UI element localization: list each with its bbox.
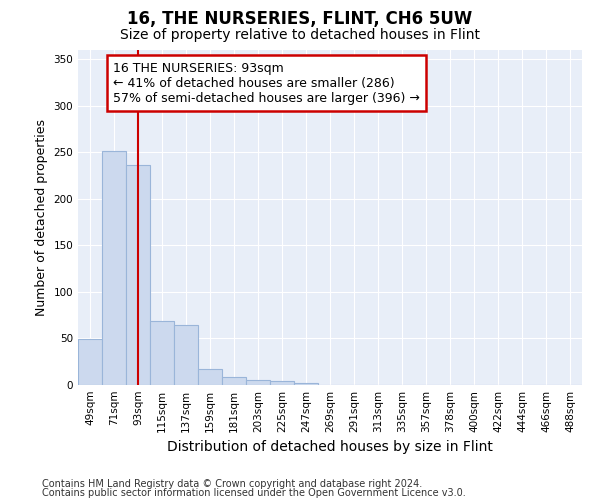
Y-axis label: Number of detached properties: Number of detached properties: [35, 119, 48, 316]
Bar: [198, 369, 222, 385]
Bar: [126, 166, 150, 385]
Bar: [222, 376, 246, 385]
Bar: [102, 150, 126, 385]
Text: 16 THE NURSERIES: 93sqm
← 41% of detached houses are smaller (286)
57% of semi-d: 16 THE NURSERIES: 93sqm ← 41% of detache…: [113, 62, 420, 104]
Bar: [246, 380, 270, 385]
Bar: [150, 321, 174, 385]
Bar: [270, 382, 294, 385]
Text: Contains HM Land Registry data © Crown copyright and database right 2024.: Contains HM Land Registry data © Crown c…: [42, 479, 422, 489]
Text: 16, THE NURSERIES, FLINT, CH6 5UW: 16, THE NURSERIES, FLINT, CH6 5UW: [127, 10, 473, 28]
Bar: [78, 340, 102, 385]
Text: Size of property relative to detached houses in Flint: Size of property relative to detached ho…: [120, 28, 480, 42]
X-axis label: Distribution of detached houses by size in Flint: Distribution of detached houses by size …: [167, 440, 493, 454]
Bar: [174, 326, 198, 385]
Text: Contains public sector information licensed under the Open Government Licence v3: Contains public sector information licen…: [42, 488, 466, 498]
Bar: [294, 383, 318, 385]
